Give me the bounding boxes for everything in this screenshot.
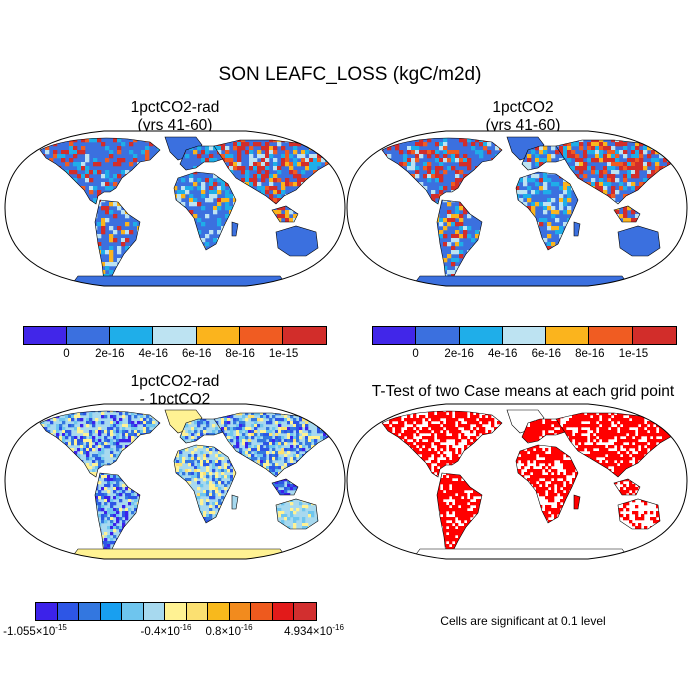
colorbar-swatch	[197, 327, 240, 344]
colorbar-tick-label: 8e-16	[225, 348, 254, 360]
colorbar-tick-label: 1e-15	[619, 348, 648, 360]
colorbar-swatch	[460, 327, 503, 344]
colorbar-tick-label: 4e-16	[139, 348, 168, 360]
colorbar-swatch	[416, 327, 459, 344]
colorbar-tick-label: 2e-16	[95, 348, 124, 360]
colorbar-swatch	[294, 603, 316, 620]
map-panel-2	[347, 130, 687, 290]
colorbar-3-label-mid1: -0.4×10-16	[141, 623, 192, 638]
colorbar-swatch	[240, 327, 283, 344]
colorbar-swatch	[79, 603, 101, 620]
colorbar-swatch	[589, 327, 632, 344]
colorbar-tick-label: 8e-16	[575, 348, 604, 360]
colorbar-tick-label: 0	[412, 348, 418, 360]
colorbar-swatch	[101, 603, 123, 620]
colorbar-swatch	[24, 327, 67, 344]
colorbar-swatch	[187, 603, 209, 620]
colorbar-swatch	[251, 603, 273, 620]
colorbar-swatch	[230, 603, 252, 620]
colorbar-panel-3	[35, 602, 317, 621]
colorbar-swatch	[373, 327, 416, 344]
colorbar-tick-label: 2e-16	[444, 348, 473, 360]
colorbar-3-label-min: -1.055×10-15	[3, 623, 67, 638]
colorbar-swatch	[546, 327, 589, 344]
colorbar-swatch	[283, 327, 326, 344]
colorbar-swatch	[110, 327, 153, 344]
colorbar-swatch	[67, 327, 110, 344]
colorbar-swatch	[503, 327, 546, 344]
colorbar-tick-label: 0	[63, 348, 69, 360]
colorbar-swatch	[165, 603, 187, 620]
colorbar-tick-label: 1e-15	[269, 348, 298, 360]
colorbar-tick-label: 6e-16	[182, 348, 211, 360]
colorbar-tick-label: 4e-16	[488, 348, 517, 360]
colorbar-3-label-max: 4.934×10-16	[284, 623, 344, 638]
colorbar-tick-label: 6e-16	[532, 348, 561, 360]
colorbar-swatch	[208, 603, 230, 620]
colorbar-panel-2	[372, 326, 677, 345]
map-panel-4	[347, 403, 689, 565]
map-panel-3	[5, 403, 347, 565]
map-panel-1	[5, 130, 345, 290]
ttest-annotation: Cells are significant at 0.1 level	[356, 614, 690, 628]
colorbar-swatch	[36, 603, 58, 620]
colorbar-3-label-mid2: 0.8×10-16	[205, 623, 252, 638]
colorbar-swatch	[273, 603, 295, 620]
colorbar-swatch	[122, 603, 144, 620]
colorbar-swatch	[153, 327, 196, 344]
colorbar-swatch	[144, 603, 166, 620]
colorbar-panel-1	[23, 326, 327, 345]
colorbar-swatch	[633, 327, 676, 344]
colorbar-swatch	[58, 603, 80, 620]
